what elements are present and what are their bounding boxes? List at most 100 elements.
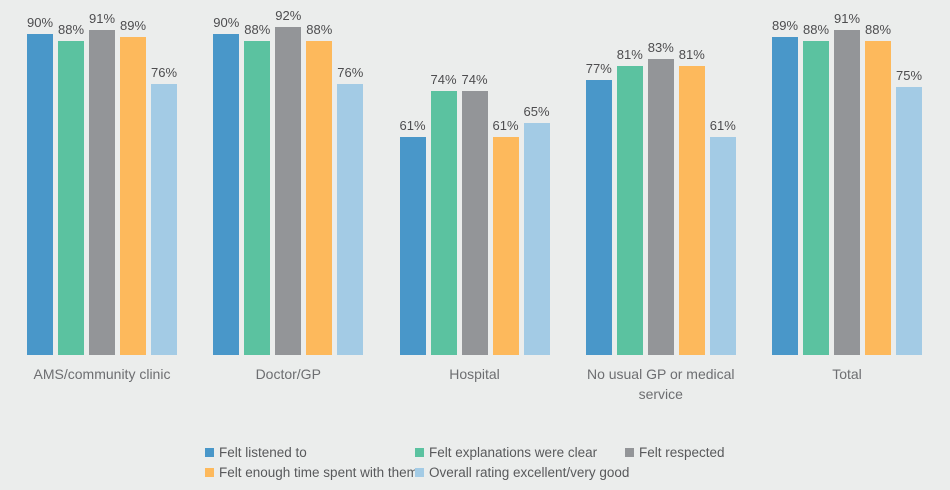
bar-value-label: 81%	[616, 46, 643, 62]
legend-label: Felt listened to	[219, 445, 307, 460]
category-label: Total	[832, 366, 862, 382]
bar	[803, 40, 829, 355]
bar	[89, 30, 115, 355]
plot-area: 90% 88% 91% 89% 76% 90% 88% 92% 88% 76% 61% 74% 74% 6…	[27, 8, 922, 355]
bar-column: 65%	[523, 103, 550, 355]
legend-swatch-icon	[205, 468, 214, 477]
bar-value-label: 90%	[213, 14, 240, 30]
category-label: Doctor/GP	[255, 366, 321, 382]
bar-value-label: 61%	[709, 118, 736, 134]
bar	[399, 137, 426, 355]
bar	[678, 65, 705, 355]
bar-value-label: 91%	[88, 11, 116, 27]
bar	[772, 37, 798, 355]
category-label: Hospital	[449, 366, 500, 382]
bar	[151, 83, 177, 355]
bar-column: 91%	[834, 11, 860, 355]
bar-value-label: 75%	[895, 68, 923, 84]
bar-column: 92%	[275, 8, 301, 355]
grouped-bar-chart: 90% 88% 91% 89% 76% 90% 88% 92% 88% 76% 61% 74% 74% 6…	[0, 8, 950, 404]
bar	[27, 33, 53, 355]
bar	[523, 122, 550, 355]
bar-column: 76%	[337, 65, 363, 355]
bar-column: 61%	[710, 118, 736, 355]
bar-value-label: 91%	[833, 11, 861, 27]
category-label: AMS/community clinic	[33, 366, 171, 382]
bar	[865, 40, 891, 355]
bar-value-label: 76%	[337, 64, 364, 80]
bar-column: 90%	[27, 15, 53, 355]
bar	[430, 90, 457, 355]
legend-label: Overall rating excellent/very good	[429, 465, 630, 480]
bar-column: 88%	[244, 22, 270, 355]
bar-column: 81%	[679, 47, 705, 355]
bar-column: 83%	[648, 40, 674, 355]
bar-column: 91%	[89, 11, 115, 355]
bar-value-label: 77%	[585, 61, 612, 77]
bar	[58, 40, 84, 355]
bar-column: 88%	[803, 22, 829, 355]
legend-label: Felt enough time spent with them	[219, 465, 418, 480]
bar-value-label: 88%	[802, 21, 830, 37]
bar	[585, 80, 612, 355]
legend-item: Felt respected	[625, 445, 725, 460]
legend: Felt listened to Felt explanations were c…	[205, 445, 725, 480]
bar-column: 74%	[430, 71, 457, 355]
bar-value-label: 89%	[771, 18, 799, 34]
bar-column: 90%	[213, 15, 239, 355]
legend-item: Felt enough time spent with them	[205, 465, 418, 480]
bar-column: 61%	[399, 118, 426, 355]
bar	[647, 58, 674, 355]
bar-value-label: 81%	[678, 46, 705, 62]
bar	[306, 40, 333, 355]
legend-swatch-icon	[205, 448, 214, 457]
bar-value-label: 83%	[647, 39, 674, 55]
bar-group: 77% 81% 83% 81% 61%	[586, 40, 736, 355]
bar-column: 89%	[120, 18, 146, 355]
bar	[492, 137, 519, 355]
bar-value-label: 65%	[523, 103, 550, 119]
bar-column: 89%	[772, 18, 798, 355]
legend-item: Overall rating excellent/very good	[415, 465, 629, 480]
bar-column: 74%	[461, 71, 488, 355]
bar	[213, 33, 240, 355]
bar-value-label: 74%	[461, 71, 488, 87]
category-axis: AMS/community clinic Doctor/GP Hospital No …	[0, 365, 950, 404]
bar-column: 61%	[492, 118, 519, 355]
bar	[337, 83, 364, 355]
bar	[896, 87, 922, 355]
bar-group: 61% 74% 74% 61% 65%	[399, 71, 550, 355]
bar-group: 90% 88% 92% 88% 76%	[213, 8, 363, 355]
bar-group: 90% 88% 91% 89% 76%	[27, 11, 177, 355]
bar-value-label: 61%	[492, 118, 519, 134]
bar-column: 88%	[58, 22, 84, 355]
legend-swatch-icon	[415, 468, 424, 477]
legend-label: Felt explanations were clear	[429, 445, 598, 460]
bar-value-label: 88%	[57, 21, 85, 37]
legend-item: Felt listened to	[205, 445, 415, 460]
bar	[709, 137, 736, 355]
bar	[461, 90, 488, 355]
bar-value-label: 89%	[119, 18, 147, 34]
bar-column: 77%	[586, 61, 612, 355]
bar-column: 88%	[306, 22, 332, 355]
bar-value-label: 90%	[26, 14, 54, 30]
bar-column: 88%	[865, 22, 891, 355]
bar	[244, 40, 271, 355]
bar	[616, 65, 643, 355]
bar	[120, 37, 146, 355]
bar-value-label: 88%	[306, 21, 333, 37]
bar-value-label: 76%	[150, 64, 178, 80]
bar-value-label: 88%	[244, 21, 271, 37]
bar-value-label: 88%	[864, 21, 892, 37]
bar-value-label: 74%	[430, 71, 457, 87]
bar-column: 75%	[896, 68, 922, 355]
bar-value-label: 92%	[275, 7, 302, 23]
legend-label: Felt respected	[639, 445, 725, 460]
category-label: No usual GP or medical service	[586, 366, 735, 402]
bar-value-label: 61%	[399, 118, 426, 134]
legend-swatch-icon	[625, 448, 634, 457]
bar-column: 81%	[617, 47, 643, 355]
bar-group: 89% 88% 91% 88% 75%	[772, 11, 922, 355]
legend-swatch-icon	[415, 448, 424, 457]
